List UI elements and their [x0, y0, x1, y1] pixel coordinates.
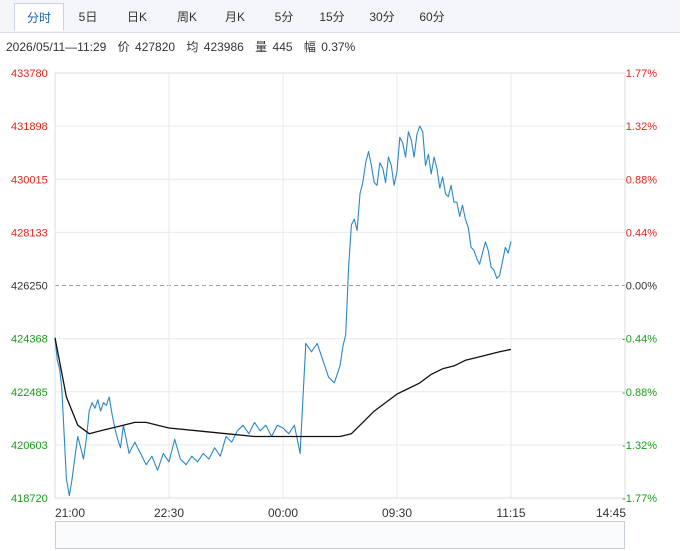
- tab-30-min[interactable]: 30分: [369, 10, 395, 24]
- volume-value: 445: [272, 40, 293, 54]
- tab-weekly-k[interactable]: 周K: [176, 10, 197, 24]
- y-tick-label-left: 424368: [11, 334, 48, 346]
- price-value: 427820: [135, 40, 176, 54]
- y-tick-label-right: 1.32%: [626, 121, 657, 133]
- y-tick-label-right: 0.44%: [626, 227, 657, 239]
- y-tick-label-left: 433780: [11, 68, 48, 80]
- y-tick-label-right: -0.44%: [622, 334, 657, 346]
- y-tick-label-left: 431898: [11, 121, 48, 133]
- date-range-navigator[interactable]: [55, 521, 625, 549]
- average-label: 均: [186, 40, 199, 54]
- y-tick-label-left: 422485: [11, 387, 48, 399]
- y-tick-label-left: 420603: [11, 440, 48, 452]
- y-tick-label-right: 0.00%: [626, 281, 657, 293]
- y-tick-label-left: 426250: [11, 281, 48, 293]
- series-line-average: [54, 337, 512, 438]
- plot-frame: [54, 72, 626, 499]
- period-tab-bar: 分时 5日 日K 周K 月K 5分 15分 30分 60分: [0, 0, 680, 33]
- y-tick-label-left: 428133: [11, 227, 48, 239]
- tab-daily-k[interactable]: 日K: [126, 10, 147, 24]
- y-tick-label-right: -1.32%: [622, 440, 657, 452]
- x-tick-label: 22:30: [154, 506, 184, 520]
- x-tick-label: 09:30: [382, 506, 412, 520]
- y-tick-label-left: 430015: [11, 174, 48, 186]
- price-label: 价: [117, 40, 130, 54]
- volume-label: 量: [255, 40, 268, 54]
- x-tick-label: 14:45: [596, 506, 626, 520]
- y-tick-label-right: -1.77%: [622, 493, 657, 505]
- series-line-price: [54, 125, 512, 497]
- y-tick-label-right: 0.88%: [626, 174, 657, 186]
- tab-monthly-k[interactable]: 月K: [224, 10, 245, 24]
- tab-5-min[interactable]: 5分: [274, 10, 294, 24]
- y-tick-label-right: -0.88%: [622, 387, 657, 399]
- tab-5-day[interactable]: 5日: [78, 10, 98, 24]
- average-value: 423986: [203, 40, 244, 54]
- y-tick-label-right: 1.77%: [626, 68, 657, 80]
- x-tick-label: 00:00: [268, 506, 298, 520]
- y-tick-label-left: 418720: [11, 493, 48, 505]
- quote-datetime: 2026/05/11—11:29: [6, 40, 107, 54]
- tab-60-min[interactable]: 60分: [419, 10, 445, 24]
- x-tick-label: 11:15: [496, 506, 525, 520]
- tab-intraday[interactable]: 分时: [14, 3, 64, 31]
- x-tick-label: 21:00: [55, 506, 85, 520]
- change-range-label: 幅: [303, 40, 316, 54]
- tab-15-min[interactable]: 15分: [319, 10, 345, 24]
- quote-info-bar: 2026/05/11—11:29 价 427820 均 423986 量 445…: [6, 38, 357, 55]
- change-range-value: 0.37%: [321, 40, 356, 54]
